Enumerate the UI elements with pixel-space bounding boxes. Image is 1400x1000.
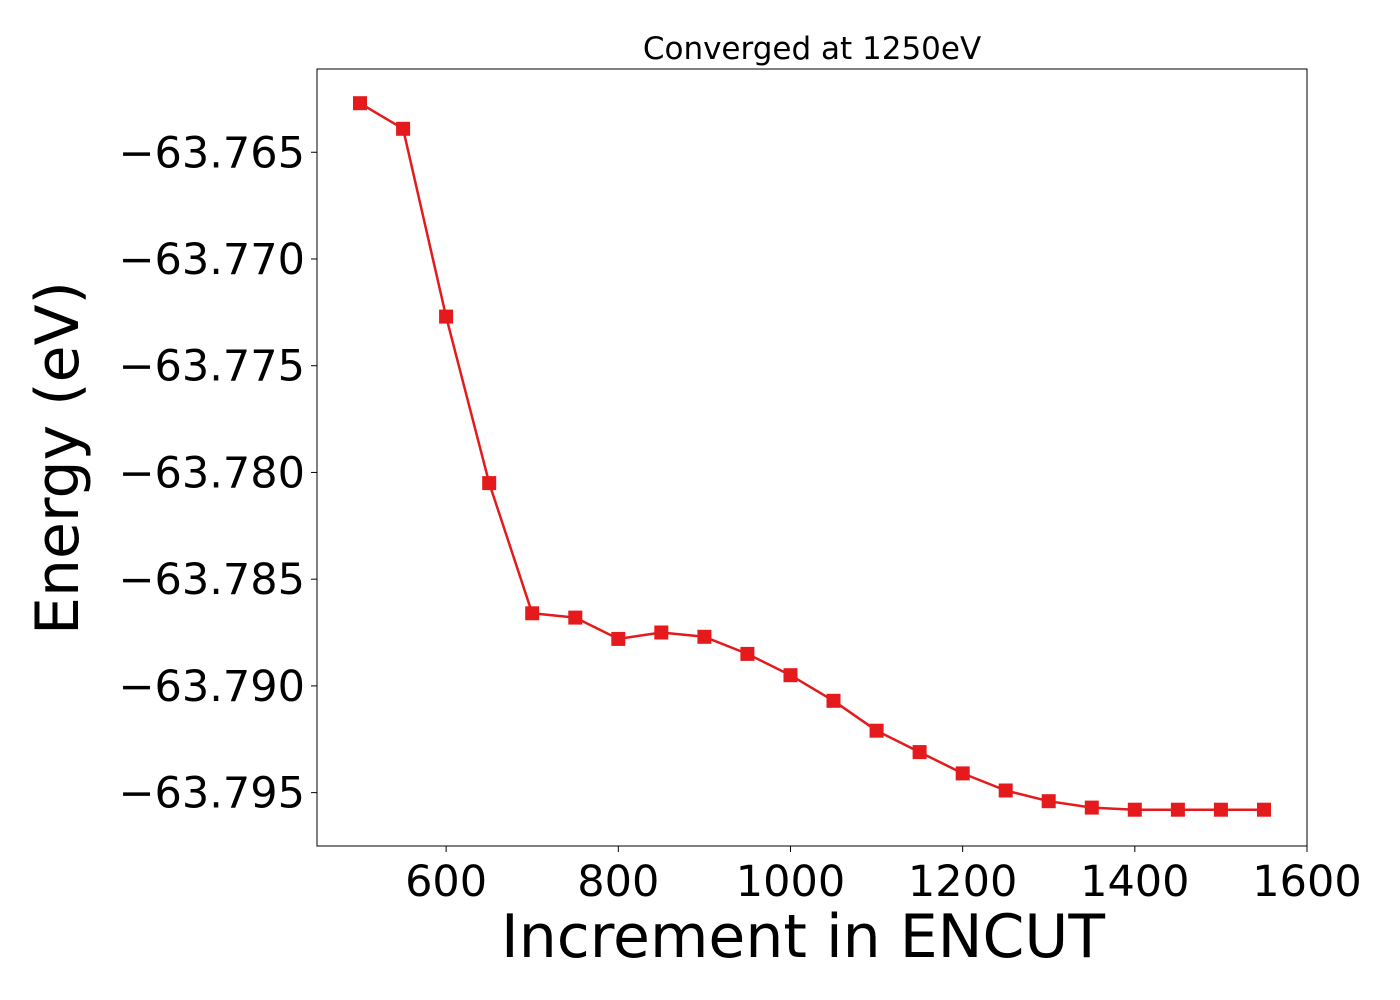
- data-point: [568, 610, 583, 625]
- plot-frame: [316, 68, 1308, 847]
- data-point: [611, 631, 626, 646]
- y-axis-label: Energy (eV): [23, 281, 93, 635]
- y-tick-label: −63.775: [119, 342, 306, 392]
- data-point: [1170, 802, 1185, 817]
- axes-layer: 600 800 1000 1200 1400 1600 −63.765 −63.770 −63.…: [119, 68, 1362, 907]
- chart-title: Converged at 1250eV: [643, 31, 981, 67]
- data-point: [783, 668, 798, 683]
- y-tick-label: −63.770: [119, 235, 306, 285]
- x-tick-label: 1000: [736, 857, 845, 907]
- data-point: [396, 121, 411, 136]
- y-tick-label: −63.795: [119, 769, 306, 819]
- x-tick-label: 600: [405, 857, 487, 907]
- data-point: [869, 723, 884, 738]
- data-point: [1041, 794, 1056, 809]
- x-axis-label: Increment in ENCUT: [501, 902, 1105, 972]
- data-point: [439, 309, 454, 324]
- data-point: [826, 693, 841, 708]
- x-tick-label: 1400: [1080, 857, 1189, 907]
- data-point: [697, 629, 712, 644]
- data-point: [1213, 802, 1228, 817]
- data-point: [654, 625, 669, 640]
- data-point: [482, 476, 497, 491]
- x-tick-label: 1600: [1252, 857, 1361, 907]
- data-point: [740, 646, 755, 661]
- y-tick-label: −63.780: [119, 448, 306, 498]
- data-point: [998, 783, 1013, 798]
- series-layer: [353, 96, 1271, 817]
- series-line: [359, 102, 1264, 811]
- x-tick-label: 1200: [908, 857, 1017, 907]
- y-tick-label: −63.785: [119, 555, 306, 605]
- x-tick-label: 800: [577, 857, 659, 907]
- data-point: [1084, 800, 1099, 815]
- data-point: [1257, 802, 1271, 817]
- data-point: [955, 766, 970, 781]
- data-point: [525, 606, 540, 621]
- data-point: [1127, 802, 1142, 817]
- y-tick-label: −63.790: [119, 662, 306, 712]
- data-point: [353, 96, 367, 111]
- y-tick-label: −63.765: [119, 128, 306, 178]
- data-point: [912, 745, 927, 760]
